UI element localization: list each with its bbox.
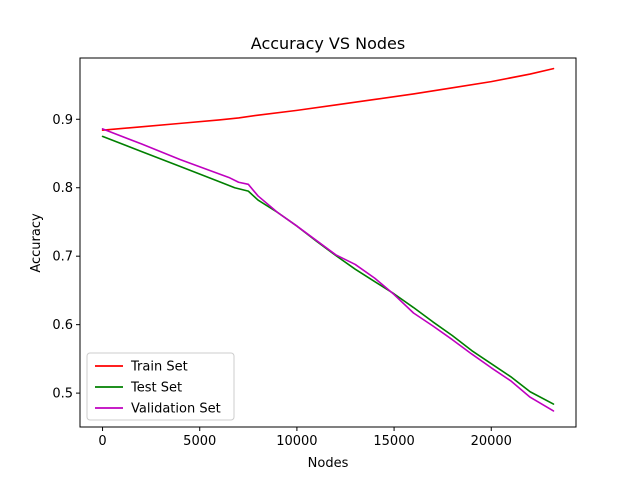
legend-label-0: Train Set — [130, 360, 188, 375]
x-tick-label-0: 0 — [98, 434, 106, 449]
y-tick-label-3: 0.8 — [52, 181, 73, 196]
x-axis-ticks: 0 5000 10000 15000 20000 — [98, 427, 512, 449]
plot-area: 0 5000 10000 15000 20000 0.5 0.6 0.7 0.8 0.9 — [52, 57, 577, 449]
series-line-1 — [101, 135, 555, 405]
legend-box — [86, 352, 235, 421]
chart-title: Accuracy VS Nodes — [251, 34, 405, 53]
y-tick-label-1: 0.6 — [52, 318, 73, 333]
series-line-0 — [101, 67, 555, 132]
legend: Train Set Test Set Validation Set — [86, 352, 235, 421]
x-tick-label-1: 5000 — [183, 434, 216, 449]
series-layer — [101, 67, 555, 412]
y-tick-label-0: 0.5 — [52, 387, 73, 402]
legend-label-1: Test Set — [130, 381, 182, 396]
plot-frame — [79, 57, 577, 428]
series-line-2 — [101, 128, 555, 412]
y-axis-ticks: 0.5 0.6 0.7 0.8 0.9 — [52, 113, 80, 402]
y-tick-label-4: 0.9 — [52, 113, 73, 128]
x-tick-label-4: 20000 — [471, 434, 512, 449]
y-axis-label: Accuracy — [29, 213, 44, 273]
x-axis-label: Nodes — [308, 456, 349, 471]
y-tick-label-2: 0.7 — [52, 250, 73, 265]
x-tick-label-2: 10000 — [276, 434, 317, 449]
legend-label-2: Validation Set — [131, 402, 221, 417]
x-tick-label-3: 15000 — [373, 434, 414, 449]
